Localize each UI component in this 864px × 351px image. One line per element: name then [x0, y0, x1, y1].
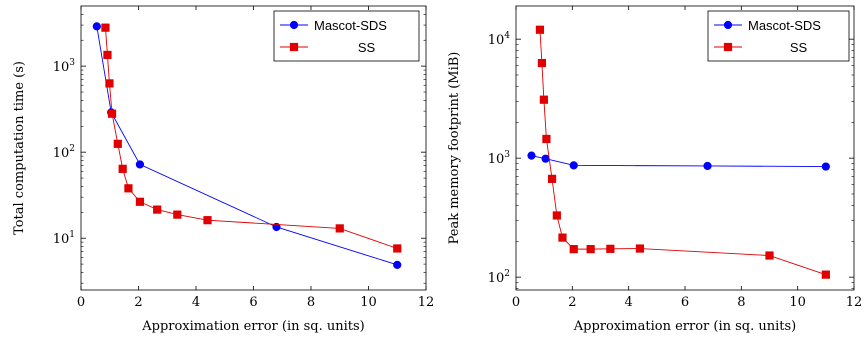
x-tick-label: 6 — [249, 295, 257, 310]
ss-point — [606, 244, 615, 253]
x-tick-label: 8 — [307, 295, 315, 310]
ss-point — [586, 245, 595, 254]
x-tick-label: 2 — [568, 295, 576, 310]
legend-label-ss: SS — [790, 40, 808, 55]
ss-point — [101, 23, 110, 32]
mascot-sds-point — [541, 154, 550, 163]
y-axis-label: Peak memory footprint (MiB) — [447, 52, 462, 245]
legend-label-mascot-sds: Mascot-SDS — [748, 18, 821, 33]
ss-point — [203, 216, 212, 225]
ss-point — [118, 164, 127, 173]
y-tick-label: 103 — [488, 150, 511, 167]
y-tick-exponent: 3 — [69, 58, 75, 68]
ss-point — [135, 197, 145, 206]
y-tick-label: 102 — [488, 269, 510, 286]
x-tick-label: 6 — [681, 295, 689, 310]
mascot-sds-point — [821, 162, 830, 171]
ss-point — [393, 244, 402, 253]
mascot-sds-point — [135, 160, 145, 169]
legend-label-mascot-sds: Mascot-SDS — [314, 18, 387, 33]
ss-point — [537, 58, 547, 68]
x-tick-label: 10 — [789, 295, 806, 310]
x-tick-label: 4 — [625, 295, 633, 310]
mascot-sds-point — [272, 222, 281, 232]
legend-marker — [723, 42, 733, 52]
x-axis-label: Approximation error (in sq. units) — [573, 319, 797, 334]
ss-point — [335, 224, 344, 233]
ss-point — [552, 211, 561, 220]
legend: Mascot-SDS SS — [707, 10, 850, 62]
y-tick-base: 10 — [488, 33, 505, 48]
mascot-sds-point — [393, 260, 402, 269]
legend-label-ss: SS — [358, 40, 376, 55]
legend-box — [273, 10, 420, 62]
legend-marker — [723, 20, 733, 30]
ss-point — [765, 251, 774, 260]
ss-point — [821, 270, 830, 279]
ss-point — [539, 95, 548, 104]
mascot-sds-point — [527, 151, 536, 160]
mascot-sds-point — [569, 161, 578, 170]
x-tick-label: 4 — [192, 295, 200, 310]
legend-marker — [289, 42, 299, 52]
ss-point — [558, 233, 567, 242]
x-tick-label: 12 — [846, 295, 863, 310]
y-tick-label: 103 — [53, 58, 76, 75]
y-tick-exponent: 3 — [504, 150, 510, 160]
y-tick-base: 10 — [53, 146, 70, 161]
y-tick-exponent: 4 — [504, 31, 510, 41]
y-tick-base: 10 — [53, 232, 70, 247]
y-tick-label: 104 — [488, 31, 511, 48]
ss-point — [107, 109, 117, 118]
x-axis-label: Approximation error (in sq. units) — [141, 319, 365, 334]
ss-point — [105, 79, 114, 88]
x-tick-label: 8 — [737, 295, 745, 310]
x-tick-label: 0 — [77, 295, 85, 310]
y-tick-label: 102 — [53, 144, 75, 161]
ss-point — [542, 134, 551, 144]
x-tick-label: 12 — [418, 295, 435, 310]
ss-point — [124, 184, 133, 193]
ss-point — [547, 174, 557, 183]
y-tick-exponent: 1 — [69, 230, 75, 240]
y-tick-base: 10 — [488, 152, 505, 167]
mascot-sds-point — [92, 22, 101, 31]
ss-point — [153, 205, 162, 214]
legend-marker — [289, 20, 299, 30]
legend-box — [707, 10, 850, 62]
mascot-sds-point — [703, 161, 712, 171]
ss-point — [113, 139, 122, 148]
ss-point — [173, 210, 182, 219]
x-tick-label: 2 — [134, 295, 142, 310]
series-line-mascot-sds — [96, 26, 398, 266]
ss-point — [635, 244, 645, 253]
series-line-ss — [539, 29, 826, 276]
ss-point — [103, 50, 112, 60]
y-axis-label: Total computation time (s) — [12, 61, 27, 235]
y-tick-base: 10 — [53, 60, 70, 75]
y-tick-exponent: 2 — [504, 269, 510, 279]
y-tick-label: 101 — [53, 230, 75, 247]
ss-point — [535, 25, 545, 34]
legend: Mascot-SDS SS — [273, 10, 420, 62]
y-tick-exponent: 2 — [69, 144, 75, 154]
x-tick-label: 0 — [512, 295, 520, 310]
x-tick-label: 10 — [360, 295, 377, 310]
y-tick-base: 10 — [488, 271, 505, 286]
ss-point — [569, 245, 578, 254]
